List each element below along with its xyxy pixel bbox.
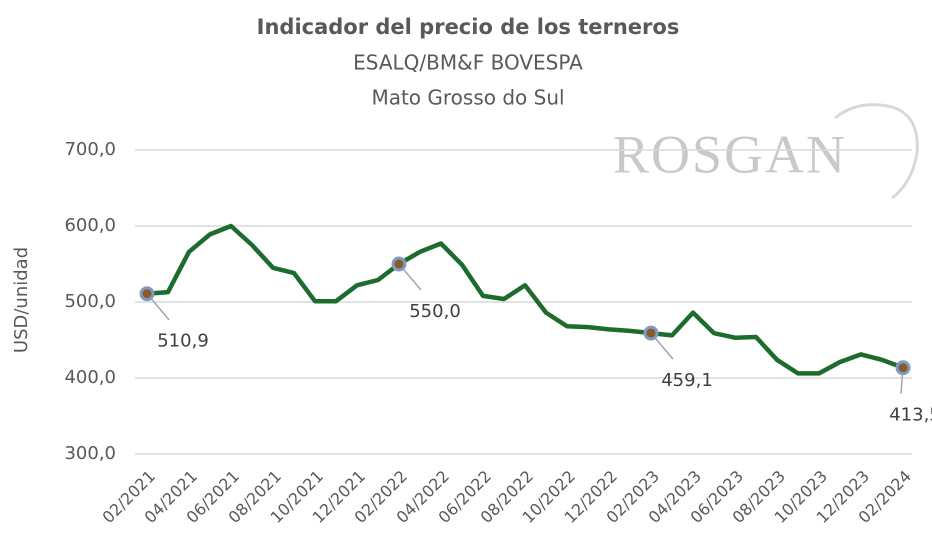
y-tick-label: 700,0 bbox=[64, 139, 116, 160]
y-tick-label: 300,0 bbox=[64, 443, 116, 464]
data-label: 459,1 bbox=[661, 370, 713, 391]
data-label: 550,0 bbox=[409, 301, 461, 322]
chart-subtitle: Mato Grosso do Sul bbox=[371, 86, 564, 110]
data-label: 510,9 bbox=[157, 331, 209, 352]
point-marker bbox=[895, 360, 911, 376]
y-tick-label: 600,0 bbox=[64, 215, 116, 236]
y-tick-label: 400,0 bbox=[64, 367, 116, 388]
watermark-bull bbox=[834, 103, 919, 200]
point-marker bbox=[139, 286, 155, 302]
chart-title: Indicador del precio de los terneros bbox=[257, 15, 680, 39]
data-label: 413,5 bbox=[889, 405, 932, 426]
point-marker bbox=[391, 256, 407, 272]
watermark: ROSGAN bbox=[613, 124, 847, 184]
y-tick-label: 500,0 bbox=[64, 291, 116, 312]
line bbox=[146, 223, 904, 376]
y-axis-label: USD/unidad bbox=[11, 247, 32, 353]
point-marker bbox=[643, 325, 659, 341]
chart-subtitle: ESALQ/BM&F BOVESPA bbox=[353, 51, 583, 75]
